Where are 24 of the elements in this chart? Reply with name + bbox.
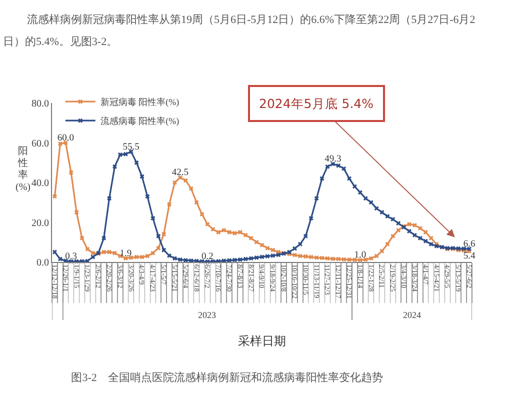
y-axis-title: 阳性率(%) xyxy=(14,146,32,194)
data-label: 0.2 xyxy=(202,252,214,262)
y-tick-label: 20.0 xyxy=(32,218,49,229)
legend-label: 流感病毒 阳性率(%) xyxy=(100,116,180,126)
data-label: 49.3 xyxy=(324,154,342,165)
y-tick-label: 40.0 xyxy=(32,178,49,189)
data-label: 1.0 xyxy=(354,250,366,261)
chart-subtitle: 流感样病例新冠病毒阳性率从第19周（5月6日-5月12日）的6.6%下降至第22周（5月27日-6月2日）的5.4%。见图3-2。 xyxy=(3,12,476,50)
annotation: 2024年5月底 5.4% xyxy=(259,96,374,111)
y-tick-label: 60.0 xyxy=(32,138,49,150)
data-label: 55.5 xyxy=(122,142,140,152)
text: 2023 xyxy=(198,310,216,320)
text: 图3-2 全国哨点医院流感样病例新冠和流感病毒阳性率变化趋势 xyxy=(71,371,383,384)
data-label: 6.6 xyxy=(463,240,476,250)
data-label: 42.5 xyxy=(172,168,189,178)
legend-label: 新冠病毒 阳性率(%) xyxy=(100,97,180,108)
data-label: 0.3 xyxy=(65,252,78,262)
text: 2024 xyxy=(403,310,422,320)
data-label: 60.0 xyxy=(57,133,74,144)
y-tick-label: 80.0 xyxy=(32,98,49,110)
data-label: 1.9 xyxy=(120,248,132,259)
data-label: 5.4 xyxy=(463,251,476,262)
y-tick-label: 0.0 xyxy=(36,258,49,268)
x-axis-title: 采样日期 xyxy=(238,334,286,348)
